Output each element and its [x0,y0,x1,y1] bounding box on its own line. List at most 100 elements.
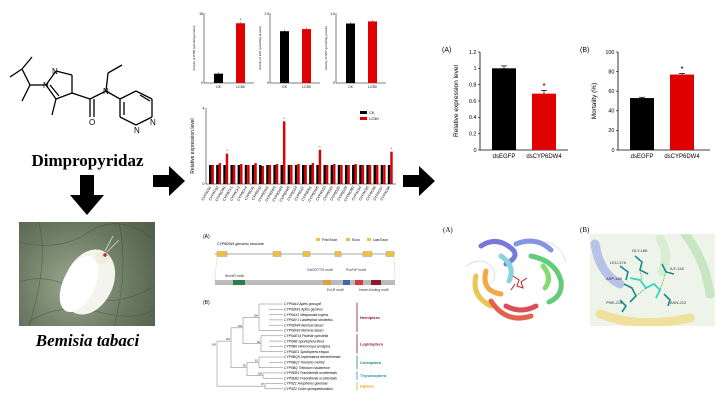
gene-structure-title: CYP6DW4 genomic structure [217,242,264,246]
y-tick-label: 1.0 [264,12,269,16]
taxon-label: CYP6BQ Tribolium castaneum [284,366,330,370]
motif-label: ExLR motif [327,288,344,292]
bar-treated [225,153,229,184]
bar-treated [325,165,329,184]
mortality-chart: (B) 0 20 40 60 80 100 Mortality (%) dsEGFP dsCYP6… [580,47,710,160]
x-tick-label: CYP4C94 [351,186,362,202]
y-tick-label: 0.6 [469,99,477,105]
x-tick-label: CYP6DZ7 [294,186,306,202]
docking-overview-panel: (A) [443,226,577,326]
protein-ribbon-image [465,238,567,321]
x-tick-label: CYP6CM1 [215,186,227,203]
bootstrap-value: 100 [225,337,230,341]
residue-label: GLY-186 [632,248,648,253]
x-tick-label: dsEGFP [631,154,654,160]
x-tick-label: CYP4C92 [208,186,219,202]
y-tick-label: 100 [605,50,614,56]
bar-ck [273,165,276,184]
y-tick-label: 0.2 [469,131,477,137]
bar-ck [330,165,334,184]
taxon-label: CYP6Z2 Culex quinquefasciatus [284,387,333,391]
y-tick-label: 1.0 [330,12,335,16]
atom-label: N [43,81,49,90]
taxon-label: CYP6AY1 Laodelphax striatellus [284,318,333,322]
y-axis-label: Activity of EST (μmol/mg protein) [258,26,262,70]
x-tick-label: CYP6DZ5 [330,186,342,202]
y-tick-label: 80 [608,69,614,75]
bar-ck [309,165,312,184]
bar-ck [237,165,241,184]
bar-treated [347,165,350,184]
bar-treated [247,165,250,184]
bar [670,74,694,150]
y-tick-label: 0 [201,81,203,85]
bar-treated [275,164,279,184]
bootstrap-value: 99 [257,340,261,344]
down-arrow-icon [70,175,104,215]
rnai-expression-chart: (A) 0 0.2 0.4 0.6 0.8 1 1.2 Relative expression … [442,47,568,160]
y-tick-label: 60 [608,89,614,95]
taxon-label: CYP6BQ9 Leptinotarsa decemlineata [284,355,340,359]
x-tick-label: LC50 [236,85,244,89]
bar-treated [254,163,257,184]
y-tick-label: 40 [608,109,614,115]
x-tick-label: CYP4C98 [380,186,391,202]
panel-label: (A) [442,47,451,54]
bar [492,68,516,150]
bar-treated [304,165,307,184]
x-tick-label: CYP4C97 [373,186,384,202]
panel-label: (B) [203,300,210,306]
taxon-label: CYP6EB2 Frankliniella occidentalis [284,376,337,380]
bar-ck [280,165,283,184]
significance-mark: * [680,65,683,74]
atom-label: N [150,118,156,127]
legend-label: CK [369,110,375,115]
bar-treated [218,163,222,184]
y-tick-label: 0 [333,81,335,85]
taxon-label: CYP6AE14 Plutella xylostella [284,334,328,338]
bar-ck [230,165,233,184]
x-tick-label: CYP4C95 [358,186,369,202]
enzyme-activity-charts: 15 0 Activity of P450 (pmol/mg protein) CK L… [192,12,386,89]
x-tick-label: LC50 [368,85,376,89]
x-tick-label: CYP6DZ2 [315,186,327,202]
motif-label: Heme-binding motif [359,288,388,292]
bar-ck [366,165,369,184]
order-label: Lepidoptera [360,341,384,346]
bar-ck [337,165,341,184]
bar-treated [268,165,272,184]
taxon-label: CYP6a14 Aphis gossypii [284,302,321,306]
bar-ck [259,165,262,184]
legend-swatch [360,117,367,120]
bar [302,29,311,84]
bar-ck [287,165,291,184]
taxon-label: CYP6DW4 Bemisia tabaci [284,323,324,327]
bar-treated [390,151,393,184]
y-tick-label: 0 [267,81,269,85]
bar-ck [251,165,255,184]
significance-mark: * [319,145,321,149]
bootstrap-value: 100 [211,342,216,346]
whitefly-photo [19,222,155,326]
y-axis-label: Activity of GST (μmol/mg protein) [324,26,328,70]
x-tick-label: dsCYP6DW4 [526,154,562,160]
taxon-label: CYP6AB Spodoptera litura [284,339,324,343]
x-tick-label: CYP6DJ1 [244,186,255,202]
bar-ck [266,165,269,184]
x-tick-label: CYP6DZ8 [337,186,349,202]
residue-label: ASP-180 [606,276,623,281]
order-label: Coleoptera [360,360,382,365]
bar-ck [373,165,376,184]
x-tick-label: CK [282,85,288,89]
bar-ck [380,165,384,184]
x-tick-label: LC50 [302,85,310,89]
bar-ck [209,165,212,184]
legend-first-exon: First Exon [322,238,337,242]
bar-ck [359,165,362,184]
panel-label: (A) [443,226,453,234]
y-tick-label: 15 [199,12,203,16]
legend-last-exon: Last Exon [373,238,388,242]
bar [532,93,556,150]
x-tick-label: CK [216,85,222,89]
motif-label: PxxFxP motif [346,268,366,272]
